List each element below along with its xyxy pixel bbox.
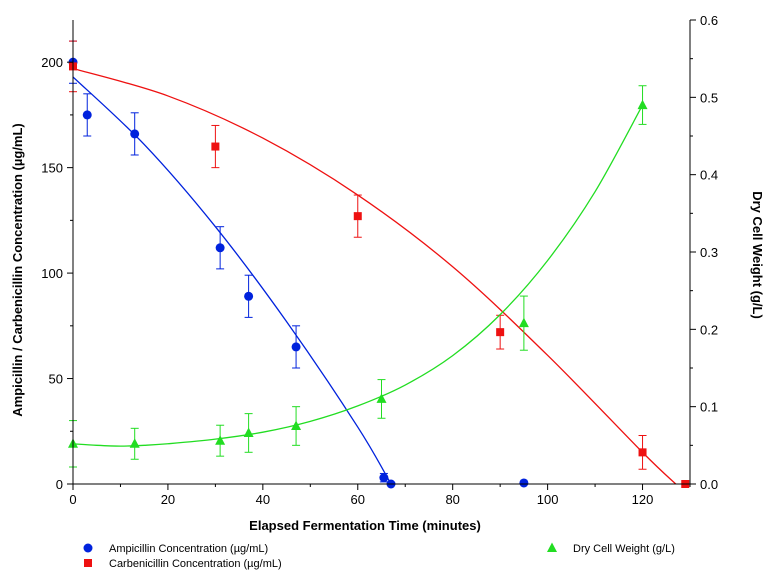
series-2 xyxy=(68,85,648,468)
y-right-tick-label: 0.5 xyxy=(700,90,718,105)
x-tick-label: 80 xyxy=(445,492,459,507)
fit-curve xyxy=(73,76,392,484)
legend-label: Carbenicillin Concentration (µg/mL) xyxy=(109,558,282,570)
y-axis-right-title: Dry Cell Weight (g/L) xyxy=(750,191,765,319)
x-tick-label: 60 xyxy=(351,492,365,507)
y-right-tick-label: 0.1 xyxy=(700,400,718,415)
legend-label: Dry Cell Weight (g/L) xyxy=(573,543,675,555)
data-point xyxy=(291,342,301,352)
data-point xyxy=(82,110,92,120)
axes: 0 20 40 60 80 100 120 0 50 100 150 200 0.0 0.1 0.2 0.3 0… xyxy=(41,13,718,507)
y-axis-left-title: Ampicillin / Carbenicillin Concentration… xyxy=(10,123,25,417)
series-0 xyxy=(68,40,529,489)
legend-marker xyxy=(83,543,93,553)
y-right-tick-label: 0.3 xyxy=(700,245,718,260)
legend-label: Ampicillin Concentration (µg/mL) xyxy=(109,543,268,555)
legend: Ampicillin Concentration (µg/mL) Carbenic… xyxy=(83,542,675,570)
data-point xyxy=(496,328,505,337)
data-point xyxy=(130,129,140,139)
y-left-tick-label: 200 xyxy=(41,55,63,70)
x-tick-label: 100 xyxy=(537,492,559,507)
x-tick-label: 20 xyxy=(161,492,175,507)
x-tick-label: 0 xyxy=(69,492,76,507)
y-left-tick-label: 150 xyxy=(41,161,63,176)
legend-marker xyxy=(547,542,557,552)
data-point xyxy=(637,99,648,110)
data-point xyxy=(215,435,226,445)
x-axis-title: Elapsed Fermentation Time (minutes) xyxy=(249,518,481,533)
fit-curve xyxy=(73,67,677,484)
plot-area xyxy=(68,40,690,489)
y-right-tick-label: 0.6 xyxy=(700,13,718,28)
legend-marker xyxy=(84,559,92,567)
data-point xyxy=(379,473,389,483)
data-point xyxy=(129,438,140,448)
x-tick-label: 40 xyxy=(256,492,270,507)
y-right-tick-label: 0.0 xyxy=(700,477,718,492)
data-point xyxy=(215,243,225,253)
y-right-tick-label: 0.4 xyxy=(700,168,718,183)
fit-curve xyxy=(73,104,644,447)
y-left-tick-label: 0 xyxy=(56,477,63,492)
data-point xyxy=(638,448,647,457)
y-right-tick-label: 0.2 xyxy=(700,322,718,337)
data-point xyxy=(244,291,254,301)
data-point xyxy=(353,212,362,221)
data-point xyxy=(243,427,254,437)
data-point xyxy=(519,478,529,488)
series-1 xyxy=(69,40,690,488)
data-point xyxy=(211,142,220,151)
data-point xyxy=(376,393,387,403)
y-left-tick-label: 50 xyxy=(49,372,63,387)
data-point xyxy=(291,420,302,430)
legend-item: Ampicillin Concentration (µg/mL) xyxy=(83,543,268,555)
legend-item: Carbenicillin Concentration (µg/mL) xyxy=(84,558,282,570)
y-left-tick-label: 100 xyxy=(41,266,63,281)
legend-item: Dry Cell Weight (g/L) xyxy=(547,542,675,555)
data-point xyxy=(518,317,529,328)
x-tick-label: 120 xyxy=(632,492,654,507)
